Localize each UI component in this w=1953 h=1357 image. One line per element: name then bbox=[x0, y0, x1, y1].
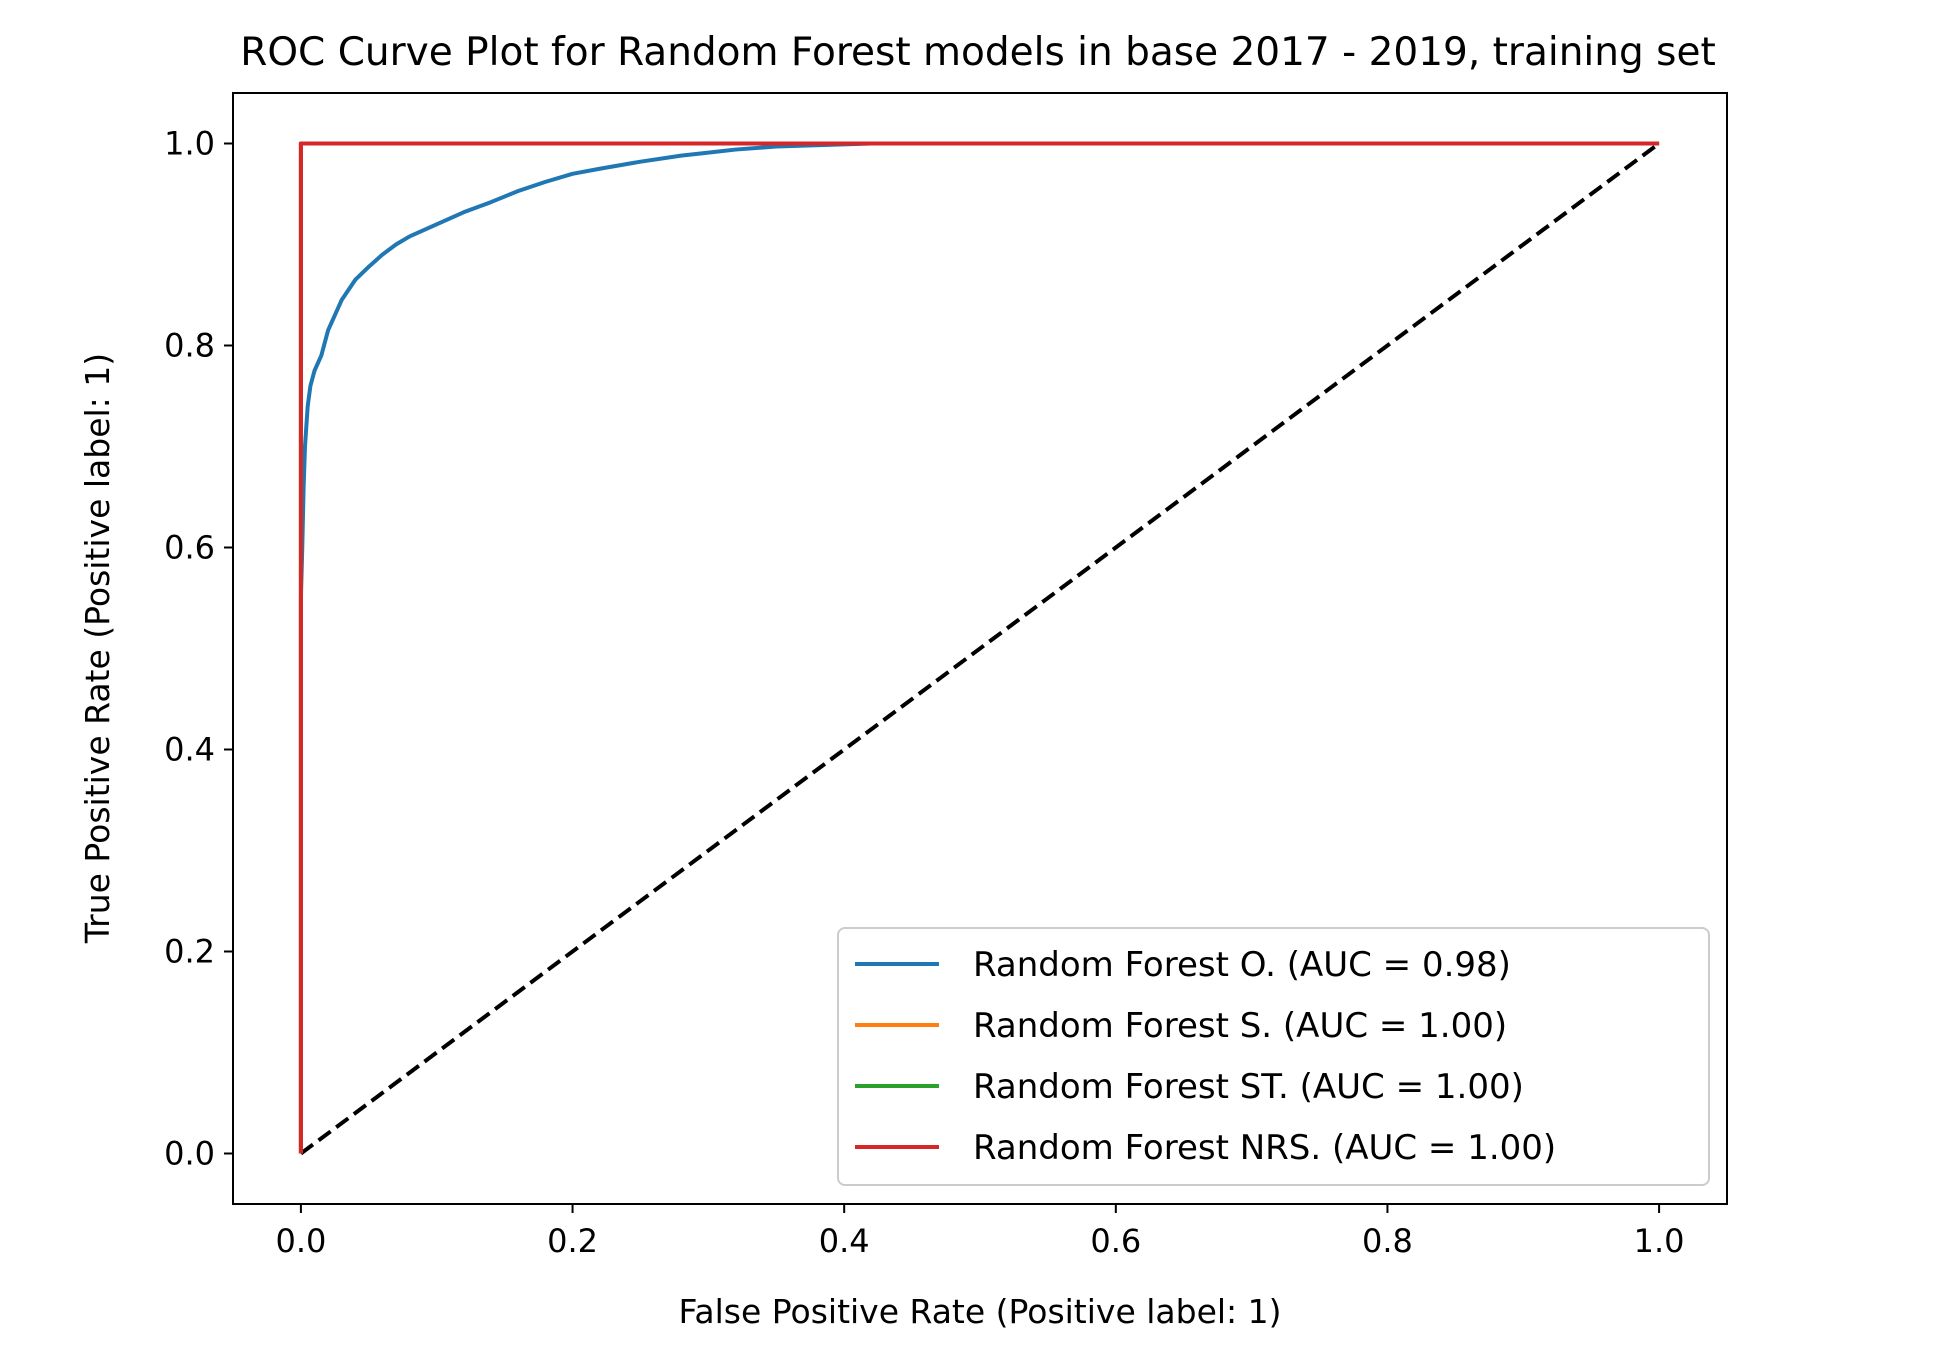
y-tick-label: 0.2 bbox=[164, 933, 215, 971]
y-axis-ticks: 0.0 0.2 0.4 0.6 0.8 1.0 bbox=[164, 125, 233, 1173]
x-axis-ticks: 0.0 0.2 0.4 0.6 0.8 1.0 bbox=[275, 1204, 1685, 1260]
x-tick-label: 0.4 bbox=[819, 1222, 870, 1260]
legend-box bbox=[837, 927, 1710, 1186]
x-tick-label: 0.8 bbox=[1362, 1222, 1413, 1260]
diagonal-reference-line bbox=[299, 141, 1661, 1156]
legend-label: Random Forest O. (AUC = 0.98) bbox=[973, 945, 1511, 985]
chart-title: ROC Curve Plot for Random Forest models … bbox=[240, 30, 1715, 75]
y-axis-label: True Positive Rate (Positive label: 1) bbox=[78, 353, 117, 944]
y-tick-label: 0.0 bbox=[164, 1135, 215, 1173]
x-tick-label: 0.2 bbox=[547, 1222, 598, 1260]
x-tick-label: 0.6 bbox=[1090, 1222, 1141, 1260]
legend-label: Random Forest NRS. (AUC = 1.00) bbox=[973, 1128, 1556, 1168]
legend-label: Random Forest ST. (AUC = 1.00) bbox=[973, 1067, 1524, 1107]
legend-label: Random Forest S. (AUC = 1.00) bbox=[973, 1006, 1507, 1046]
roc-curve-series-4 bbox=[298, 141, 1660, 1154]
x-tick-label: 1.0 bbox=[1634, 1222, 1685, 1260]
legend: Random Forest O. (AUC = 0.98) Random Fore… bbox=[837, 927, 1710, 1186]
x-axis-label: False Positive Rate (Positive label: 1) bbox=[678, 1292, 1281, 1331]
legend-items: Random Forest O. (AUC = 0.98) Random Fore… bbox=[855, 945, 1556, 1168]
y-tick-label: 1.0 bbox=[164, 125, 215, 163]
y-tick-label: 0.8 bbox=[164, 327, 215, 365]
y-tick-label: 0.4 bbox=[164, 731, 215, 769]
roc-curve-series-1 bbox=[298, 141, 1660, 1154]
y-tick-label: 0.6 bbox=[164, 529, 215, 567]
plot-frame bbox=[232, 92, 1728, 1205]
x-tick-label: 0.0 bbox=[275, 1222, 326, 1260]
plot-lines bbox=[298, 141, 1661, 1156]
